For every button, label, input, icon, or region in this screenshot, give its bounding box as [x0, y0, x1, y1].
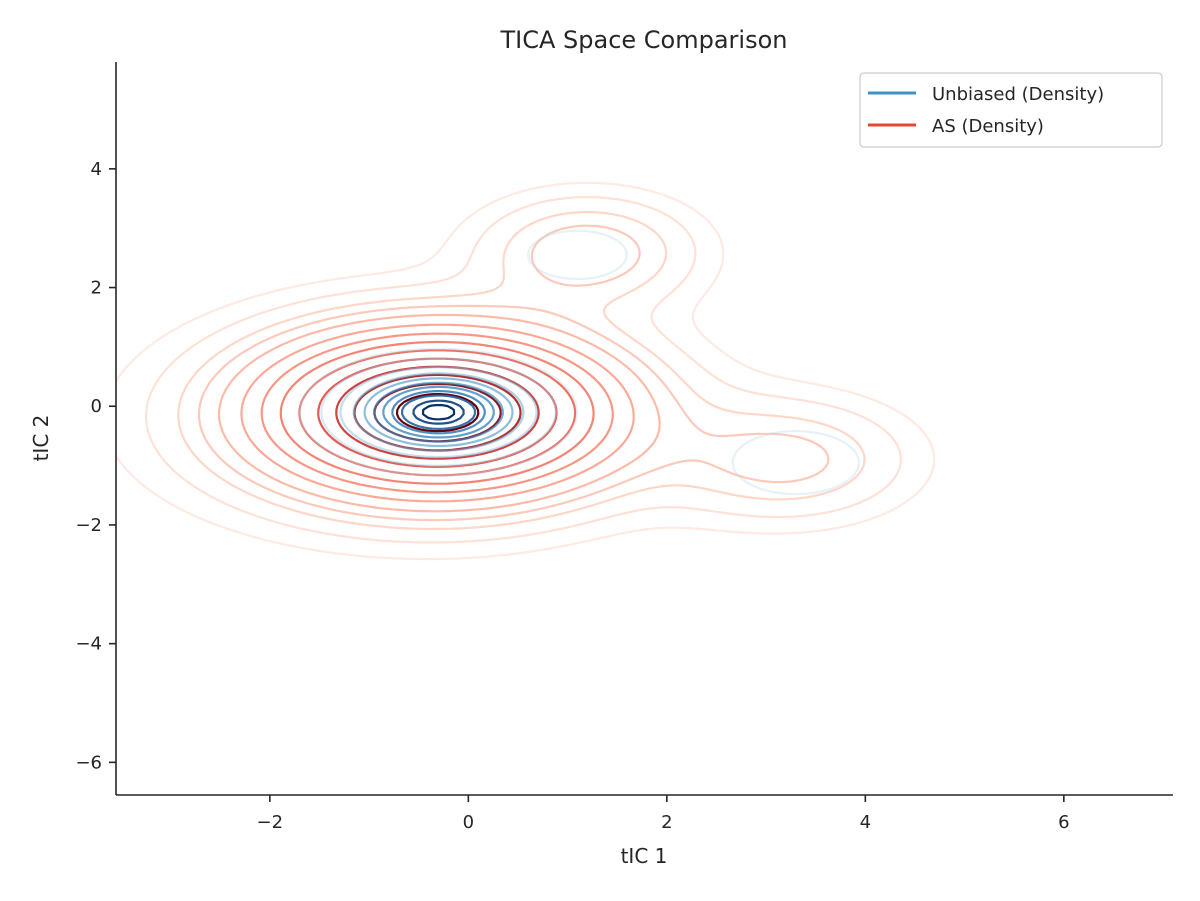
contour-level — [395, 393, 480, 433]
x-tick-label: −2 — [257, 812, 284, 833]
y-tick-label: −4 — [75, 634, 102, 655]
contour-level — [339, 366, 538, 459]
contour-level — [373, 381, 504, 443]
contour-level — [412, 399, 465, 425]
y-tick-label: −2 — [75, 515, 102, 536]
legend: Unbiased (Density) AS (Density) — [859, 72, 1163, 148]
x-tick-label: 0 — [463, 812, 474, 833]
x-tick-label: 2 — [661, 812, 672, 833]
contour-level — [298, 349, 577, 477]
y-tick-label: 2 — [91, 278, 102, 299]
legend-label-unbiased: Unbiased (Density) — [932, 84, 1104, 105]
contour-level — [352, 372, 525, 453]
y-tick-label: 4 — [91, 159, 102, 180]
x-axis-label: tIC 1 — [621, 844, 668, 868]
y-axis-ticks: −6 −4 −2 0 2 4 — [75, 159, 116, 773]
contour-level — [240, 323, 635, 503]
contour-level — [116, 181, 936, 561]
y-tick-label: −6 — [75, 752, 102, 773]
contour-level — [260, 332, 614, 494]
contour-level — [217, 313, 661, 513]
legend-box — [859, 72, 1163, 148]
x-axis-ticks: −2 0 2 4 6 — [257, 795, 1070, 833]
contour-level — [382, 385, 495, 439]
x-tick-label: 4 — [860, 812, 871, 833]
contour-level — [279, 340, 595, 485]
contour-level — [197, 224, 830, 522]
x-tick-label: 6 — [1058, 812, 1069, 833]
contour-series-as — [116, 181, 936, 561]
contour-level — [177, 210, 866, 531]
y-axis-label: tIC 2 — [29, 415, 53, 462]
contour-level — [320, 357, 557, 467]
contour-level — [401, 394, 477, 430]
contour-level — [317, 357, 558, 468]
y-tick-label: 0 — [91, 396, 102, 417]
contour-level — [145, 196, 902, 544]
contour-level — [298, 229, 861, 496]
contour-level — [391, 390, 486, 435]
contour-layer — [116, 181, 936, 561]
contour-level — [363, 377, 514, 448]
contour-level — [335, 365, 540, 460]
contour-series-unbiased — [298, 229, 861, 496]
contour-level — [421, 403, 456, 421]
chart-title: TICA Space Comparison — [499, 26, 787, 54]
legend-label-as: AS (Density) — [932, 116, 1044, 137]
